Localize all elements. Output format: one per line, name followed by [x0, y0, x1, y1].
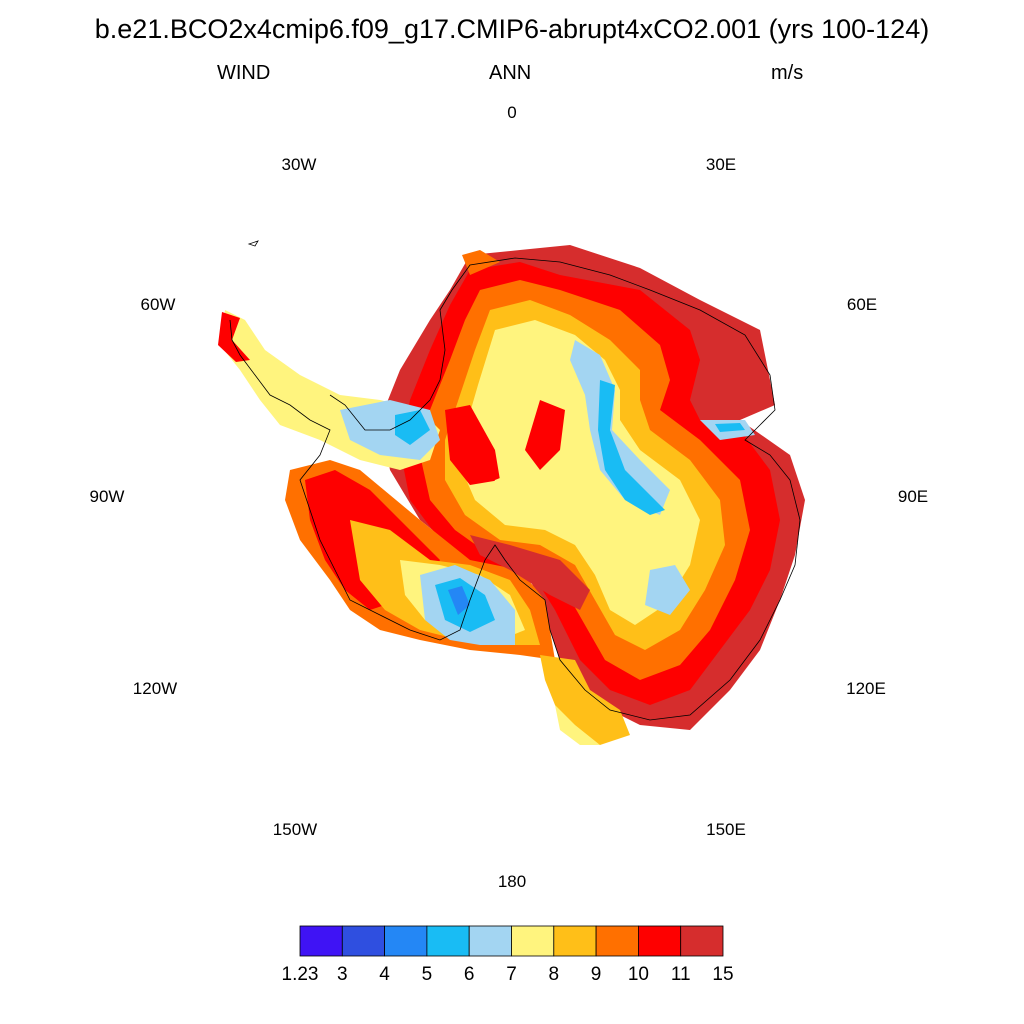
- wind-region-peninsula-edge: [218, 312, 250, 362]
- colorbar-swatch: [341, 925, 385, 957]
- lon-label-120e: 120E: [846, 679, 886, 698]
- wind-region-interior-red-c: [525, 400, 565, 470]
- colorbar-swatch: [426, 925, 470, 957]
- lon-label-60e: 60E: [846, 295, 878, 314]
- lon-label-90w: 90W: [89, 487, 125, 506]
- lon-label-120w: 120W: [132, 679, 178, 698]
- colorbar-label: 4: [379, 964, 390, 985]
- colorbar-label: 1.23: [282, 964, 319, 985]
- wind-region-6-7: [570, 340, 670, 515]
- wind-region-6-7-b: [645, 565, 690, 615]
- colorbar-swatch: [468, 925, 512, 957]
- wind-region-interior-red-b: [470, 535, 590, 610]
- wind-region-interior-red-a: [445, 405, 500, 485]
- coastline: [229, 257, 801, 721]
- colorbar-label: 6: [464, 964, 475, 985]
- colorbar-swatch: [384, 925, 428, 957]
- colorbar-label: 15: [712, 964, 733, 985]
- wind-region-rim-yellow: [555, 705, 600, 745]
- wind-region-east-cyan: [598, 380, 665, 515]
- wind-region-rim-orange: [462, 250, 500, 275]
- wind-region-peninsula-cyan: [395, 410, 430, 445]
- colorbar-label: 10: [628, 964, 649, 985]
- colorbar-label: 5: [422, 964, 433, 985]
- wind-region-pole: [488, 472, 540, 520]
- wind-region-rim-gold: [540, 655, 630, 745]
- colorbar-swatch: [299, 925, 343, 957]
- lon-label-30w: 30W: [281, 155, 317, 174]
- lon-label-180: 180: [497, 872, 527, 891]
- colorbar-label: 8: [549, 964, 560, 985]
- plot-title: b.e21.BCO2x4cmip6.f09_g17.CMIP6-abrupt4x…: [94, 14, 930, 44]
- wind-region-ross-blue-dark: [448, 586, 470, 615]
- lon-label-60w: 60W: [140, 295, 176, 314]
- lon-label-90e: 90E: [897, 487, 929, 506]
- season-label: ANN: [489, 62, 532, 84]
- colorbar-swatch: [638, 925, 682, 957]
- lon-label-30e: 30E: [705, 155, 737, 174]
- lon-label-150e: 150E: [706, 820, 746, 839]
- wind-region-7-8: [462, 320, 700, 625]
- lon-label-150w: 150W: [272, 820, 318, 839]
- colorbar-label: 3: [337, 964, 348, 985]
- wind-region-east-stripe-cyan: [715, 423, 745, 432]
- variable-label: WIND: [217, 62, 271, 84]
- colorbar-swatch: [553, 925, 597, 957]
- colorbar-label: 11: [671, 964, 691, 985]
- island-outline: [247, 240, 259, 247]
- colorbar-label: 7: [506, 964, 517, 985]
- colorbar-label: 9: [591, 964, 602, 985]
- lon-label-0: 0: [507, 103, 517, 122]
- units-label: m/s: [771, 62, 804, 84]
- colorbar-swatch: [595, 925, 639, 957]
- colorbar-swatch: [680, 925, 724, 957]
- colorbar-swatch: [511, 925, 555, 957]
